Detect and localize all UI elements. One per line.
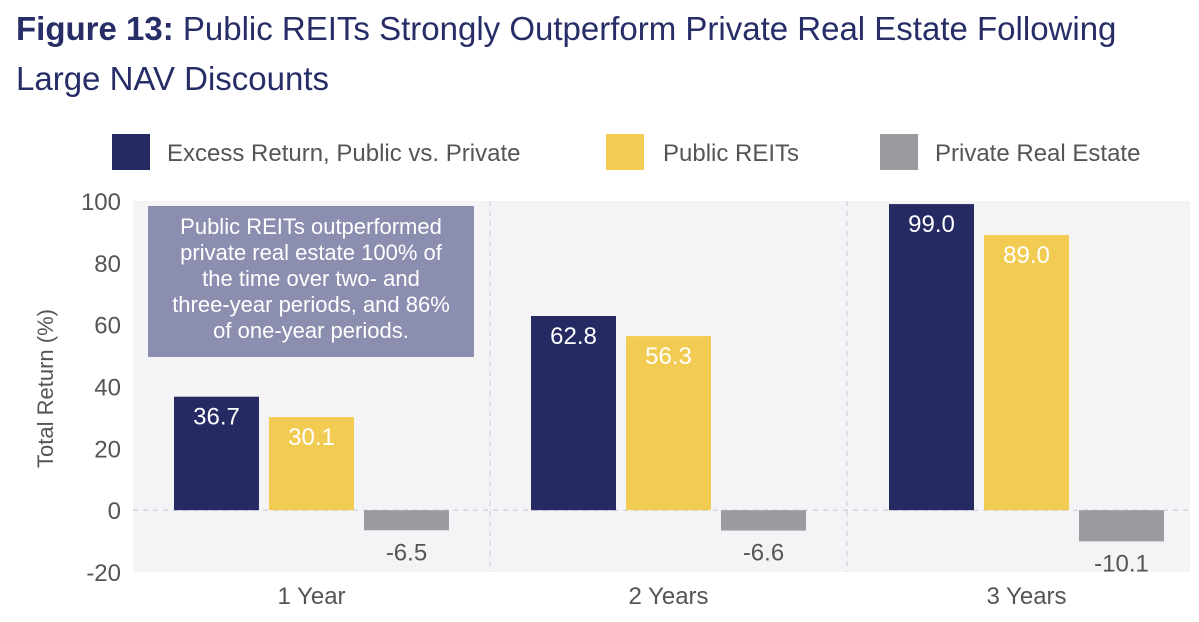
- bar-value-label: 99.0: [908, 211, 955, 238]
- callout-text-line: Public REITs outperformed: [180, 214, 442, 239]
- bar: [269, 417, 354, 511]
- y-tick-label: -20: [86, 560, 121, 587]
- y-tick-label: 80: [94, 251, 121, 278]
- legend-label: Public REITs: [663, 140, 799, 167]
- bar-value-label: 30.1: [288, 424, 335, 451]
- x-tick-label: 1 Year: [277, 583, 345, 610]
- callout-text-line: private real estate 100% of: [180, 240, 443, 265]
- callout-text-line: of one-year periods.: [213, 318, 409, 343]
- callout-text-line: three-year periods, and 86%: [172, 292, 450, 317]
- y-tick-label: 0: [108, 498, 121, 525]
- y-tick-label: 40: [94, 375, 121, 402]
- bar: [984, 235, 1069, 511]
- legend-swatch: [606, 134, 644, 170]
- bar: [531, 316, 616, 511]
- bar: [889, 204, 974, 511]
- x-tick-label: 2 Years: [628, 583, 708, 610]
- chart-title: Figure 13: Public REITs Strongly Outperf…: [16, 4, 1176, 104]
- legend-label: Excess Return, Public vs. Private: [167, 140, 520, 167]
- bar: [626, 336, 711, 511]
- legend-label: Private Real Estate: [935, 140, 1140, 167]
- bar: [721, 510, 806, 531]
- x-tick-label: 3 Years: [986, 583, 1066, 610]
- y-tick-label: 100: [81, 189, 121, 216]
- y-axis-label: Total Return (%): [33, 309, 58, 468]
- legend-swatch: [112, 134, 150, 170]
- bar: [1079, 510, 1164, 542]
- bar-value-label: -6.5: [386, 539, 427, 566]
- bar-value-label: -6.6: [743, 540, 784, 567]
- chart-title-text: Public REITs Strongly Outperform Private…: [16, 10, 1117, 97]
- x-axis: 1 Year 2 Years 3 Years: [277, 583, 1066, 610]
- bar: [364, 510, 449, 531]
- y-axis: 100 80 60 40 20 0 -20 Total Return (%): [33, 189, 121, 587]
- callout-box: [148, 206, 474, 357]
- category-separators: [489, 201, 848, 572]
- bar-value-label: 56.3: [645, 343, 692, 370]
- chart-title-prefix: Figure 13:: [16, 10, 174, 47]
- bar-value-label: 89.0: [1003, 242, 1050, 269]
- legend: Excess Return, Public vs. Private Public …: [112, 134, 1140, 170]
- legend-swatch: [880, 134, 918, 170]
- y-tick-label: 20: [94, 436, 121, 463]
- bar: [174, 396, 259, 511]
- y-tick-label: 60: [94, 313, 121, 340]
- bar-value-label: 62.8: [550, 323, 597, 350]
- callout-text-line: the time over two- and: [202, 266, 420, 291]
- bars: 36.7 30.1 -6.5 62.8 56.3 -6.6 99.0 89.0 -10.1: [174, 204, 1164, 577]
- bar-value-label: 36.7: [193, 404, 240, 431]
- bar-value-label: -10.1: [1094, 550, 1149, 577]
